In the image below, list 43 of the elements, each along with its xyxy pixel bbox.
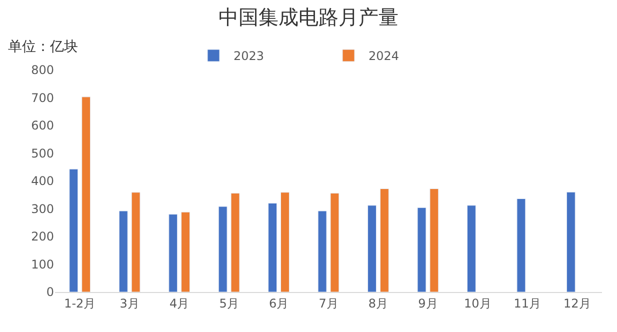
x-tick-label: 8月 — [368, 296, 388, 310]
x-tick-label: 6月 — [268, 296, 289, 310]
x-tick-label: 7月 — [318, 296, 338, 310]
y-tick-label: 400 — [31, 174, 54, 188]
bar — [368, 205, 376, 292]
bar — [417, 207, 426, 292]
y-tick-label: 700 — [31, 90, 54, 105]
bar — [318, 210, 327, 292]
x-tick-label: 1-2月 — [64, 296, 96, 310]
bar — [268, 202, 278, 292]
y-tick-label: 600 — [31, 118, 54, 133]
bar — [466, 205, 476, 292]
bar — [230, 192, 240, 292]
y-tick-label: 100 — [31, 257, 54, 272]
x-tick-label: 10月 — [464, 296, 492, 310]
y-tick-label: 500 — [31, 146, 54, 160]
bar — [181, 212, 190, 292]
legend-label: 2023 — [234, 49, 264, 64]
x-tick-label: 11月 — [514, 296, 542, 310]
bar — [330, 192, 340, 292]
bar — [218, 206, 228, 292]
y-tick-label: 300 — [31, 202, 54, 216]
x-tick-label: 5月 — [219, 296, 239, 310]
bar — [118, 210, 128, 292]
bar — [280, 192, 290, 292]
x-tick-label: 4月 — [170, 296, 190, 310]
x-tick-label: 12月 — [564, 296, 591, 310]
y-tick-label: 800 — [31, 63, 54, 78]
bar — [82, 96, 91, 292]
bar — [566, 192, 576, 292]
bar — [516, 198, 526, 292]
bar — [131, 192, 140, 292]
chart-title: 中国集成电路月产量 — [218, 4, 398, 29]
x-tick-label: 3月 — [120, 296, 140, 310]
bar — [380, 188, 389, 292]
y-tick-label: 0 — [46, 285, 54, 300]
legend-label: 2024 — [368, 49, 400, 64]
bar — [430, 188, 439, 292]
bar — [168, 214, 178, 292]
y-tick-label: 200 — [31, 230, 54, 244]
y-axis-title: 单位：亿块 — [8, 39, 78, 55]
bar — [69, 168, 78, 292]
x-tick-label: 9月 — [418, 296, 438, 310]
